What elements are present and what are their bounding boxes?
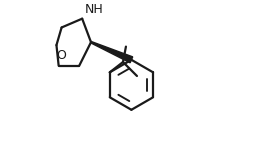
Polygon shape: [91, 41, 133, 63]
Text: NH: NH: [84, 3, 103, 16]
Text: O: O: [56, 49, 66, 62]
